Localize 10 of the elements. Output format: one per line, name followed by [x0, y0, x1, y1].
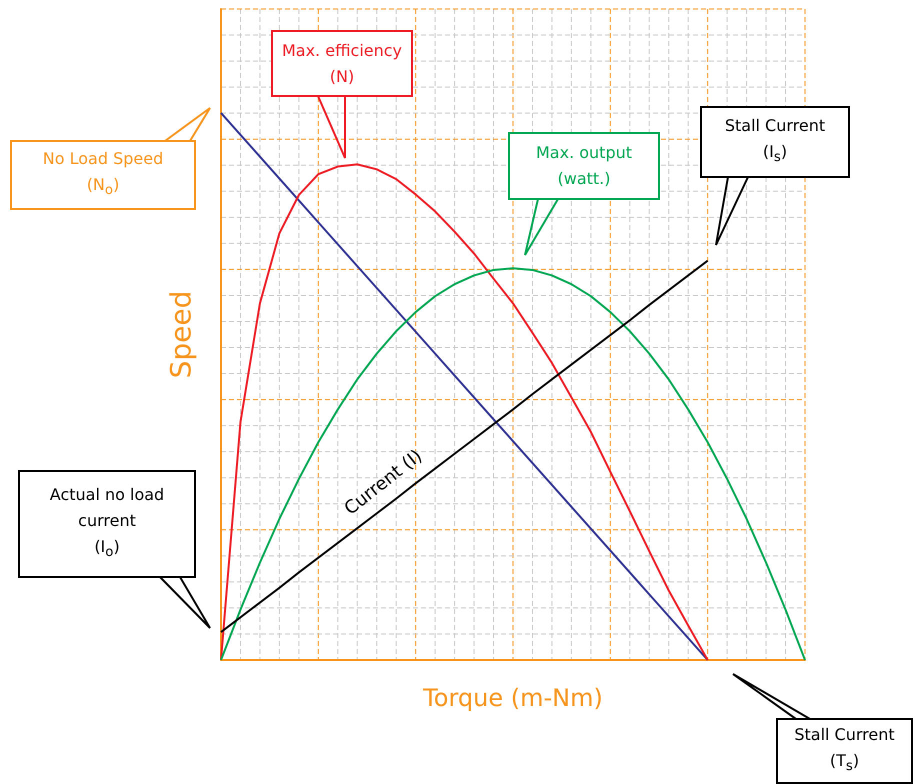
callout: Max. efficiency (N) — [269, 28, 415, 160]
annotation: Stall Current (I$_{s}$) — [724, 114, 826, 168]
callout: Stall Current (T$_{s}$) — [731, 672, 915, 784]
callout: No Load Speed (N$_{o}$) — [8, 106, 212, 212]
x-axis-title: Torque (m-Nm) — [422, 684, 603, 712]
annotation: Max. output (watt.) — [534, 142, 634, 190]
callout: Stall Current (I$_{s}$) — [698, 104, 852, 247]
callout: Actual no load current (I$_{o}$) — [16, 468, 212, 630]
callout: Max. output (watt.) — [506, 130, 662, 257]
y-axis-title: Speed — [164, 290, 198, 378]
